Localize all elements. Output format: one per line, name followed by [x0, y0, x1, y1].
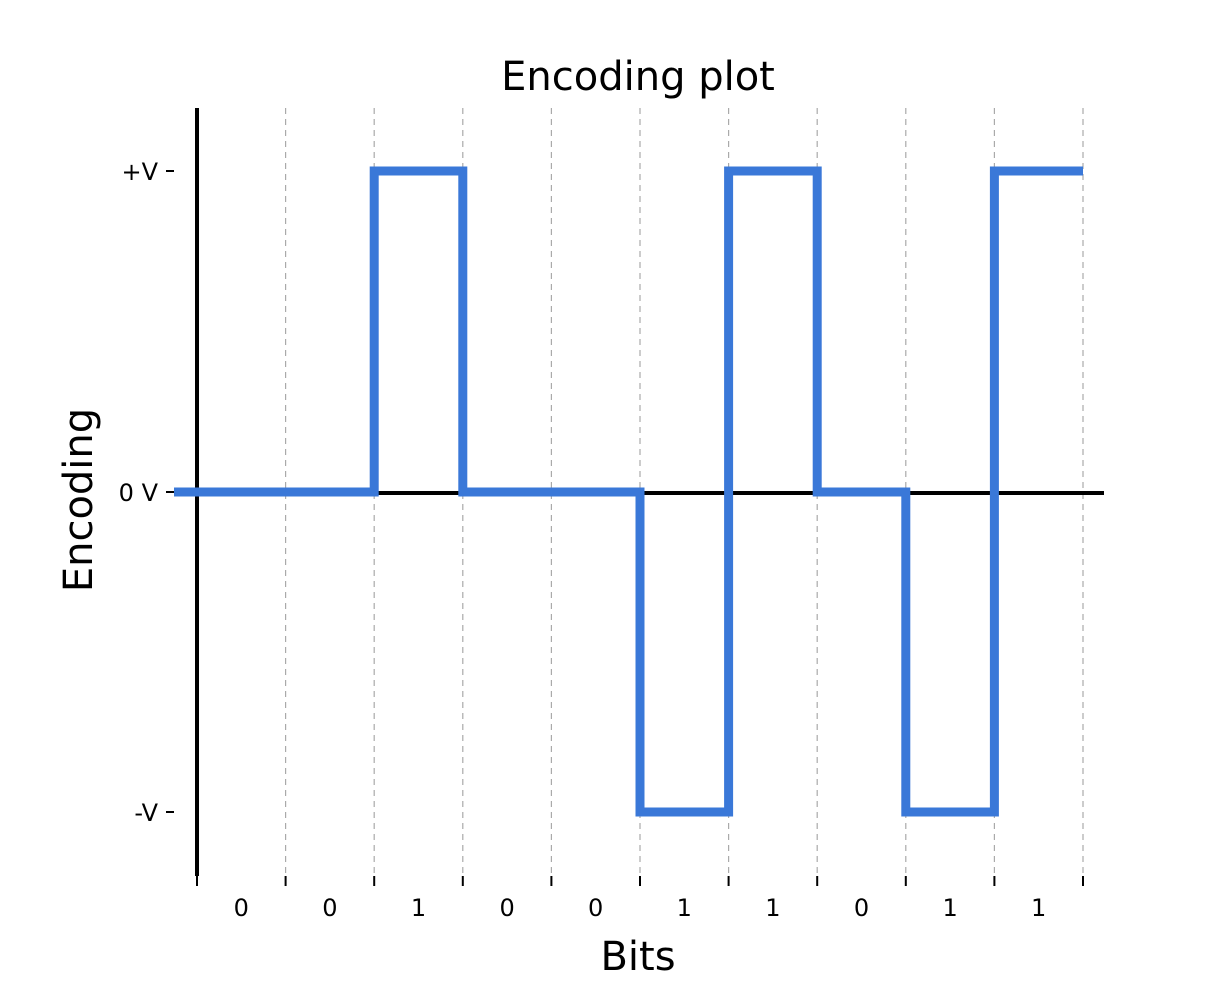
- x-tick-label: 1: [677, 894, 692, 922]
- y-tick-label: +V: [121, 158, 158, 186]
- x-tick-label: 1: [942, 894, 957, 922]
- signal-line: [174, 166, 1083, 817]
- x-tick-label: 0: [499, 894, 514, 922]
- x-tick-label: 0: [234, 894, 249, 922]
- chart-title: Encoding plot: [501, 54, 775, 100]
- x-axis-label: Bits: [600, 934, 675, 980]
- y-tick-label: -V: [134, 799, 158, 827]
- x-tick-label: 0: [322, 894, 337, 922]
- y-ticks: +V 0 V -V: [119, 158, 174, 827]
- x-tick-label: 1: [1031, 894, 1046, 922]
- x-tick-label: 0: [588, 894, 603, 922]
- x-tick-label: 1: [765, 894, 780, 922]
- y-axis-label: Encoding: [56, 408, 102, 592]
- x-ticks: 0 0 1 0 0 1 1 0 1 1: [196, 876, 1084, 922]
- x-tick-label: 1: [411, 894, 426, 922]
- signal: [174, 166, 1083, 817]
- x-tick-label: 0: [854, 894, 869, 922]
- y-tick-label: 0 V: [119, 479, 159, 507]
